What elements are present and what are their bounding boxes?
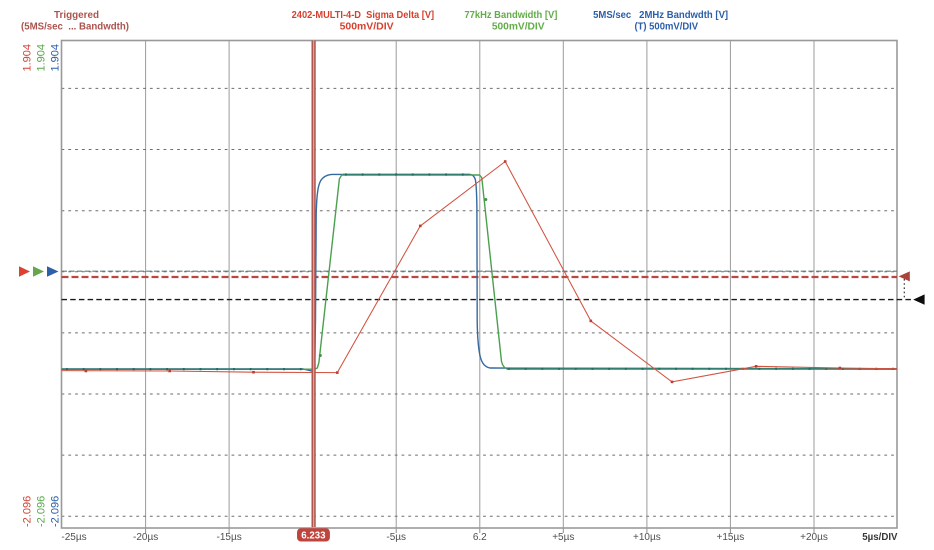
svg-text:-2.096: -2.096 [22, 496, 34, 527]
svg-text:2402-MULTI-4-D Sigma Delta [V: 2402-MULTI-4-D Sigma Delta [V] [292, 10, 435, 21]
svg-text:-2.096: -2.096 [50, 496, 62, 527]
svg-text:+10µs: +10µs [633, 532, 661, 543]
svg-text:(T) 500mV/DIV: (T) 500mV/DIV [634, 22, 698, 33]
svg-text:6.233: 6.233 [301, 531, 326, 542]
svg-text:-15µs: -15µs [216, 532, 241, 543]
svg-text:+5µs: +5µs [552, 532, 574, 543]
svg-text:500mV/DIV: 500mV/DIV [340, 22, 394, 33]
svg-text:5MS/sec 2MHz Bandwdth [V]: 5MS/sec 2MHz Bandwdth [V] [593, 10, 728, 21]
svg-text:1.904: 1.904 [50, 44, 62, 72]
svg-text:-5µs: -5µs [386, 532, 406, 543]
svg-text:1.904: 1.904 [36, 44, 48, 72]
svg-text:6.2: 6.2 [473, 532, 487, 543]
svg-text:Triggered: Triggered [54, 10, 99, 21]
svg-text:+20µs: +20µs [800, 532, 828, 543]
svg-text:77kHz Bandwidth [V]: 77kHz Bandwidth [V] [464, 10, 557, 21]
svg-text:(5MS/sec ... Bandwdth): (5MS/sec ... Bandwdth) [21, 22, 129, 33]
svg-text:-25µs: -25µs [61, 532, 86, 543]
svg-text:+15µs: +15µs [717, 532, 745, 543]
svg-text:1.904: 1.904 [22, 44, 34, 72]
svg-text:-2.096: -2.096 [36, 496, 48, 527]
svg-text:-20µs: -20µs [133, 532, 158, 543]
svg-text:500mV/DIV: 500mV/DIV [492, 22, 545, 33]
svg-text:5µs/DIV: 5µs/DIV [862, 532, 898, 543]
